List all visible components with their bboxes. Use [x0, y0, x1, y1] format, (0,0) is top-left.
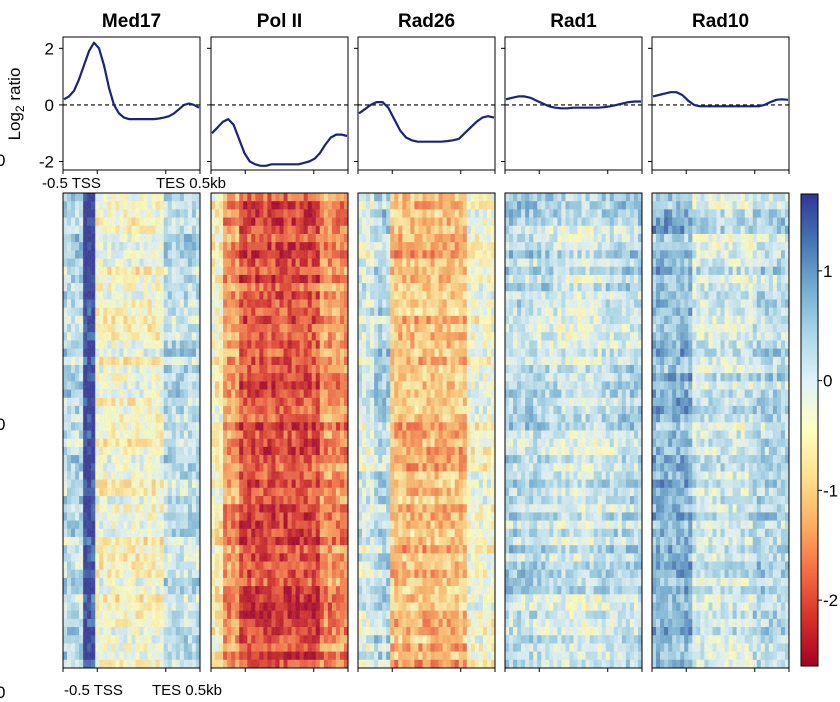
heatmap-frame — [62, 192, 201, 669]
panel-med17: Med17 2 0 -2 — [39, 11, 201, 672]
profile-series-line — [63, 41, 200, 121]
panel-title: Med17 — [102, 11, 161, 32]
profile-ytick-label: 0 — [45, 96, 54, 115]
heatmap-texture — [63, 193, 200, 668]
profile-frame — [210, 36, 349, 171]
panel-rad26: Rad26 — [354, 11, 496, 672]
left-clipped-label-2: 0 — [0, 415, 5, 434]
heatmap-texture — [211, 193, 348, 668]
profile-series-line — [211, 117, 348, 167]
panel-title: Pol II — [257, 11, 302, 32]
profile-frame — [62, 36, 201, 171]
profile-ytick-label: 2 — [45, 39, 54, 58]
profile-y-axis-label: Log2 ratio — [5, 68, 27, 141]
left-clipped-label-1: 0 — [0, 151, 5, 170]
panel-pol-ii: Pol II — [207, 11, 349, 672]
profile-series-line — [358, 100, 495, 143]
profile-ytick-label: -2 — [39, 153, 54, 172]
panel-title: Rad26 — [398, 11, 455, 32]
left-clipped-label-3: 0 — [0, 683, 5, 702]
profile-frame — [357, 36, 496, 171]
heatmap-frame — [210, 192, 349, 669]
